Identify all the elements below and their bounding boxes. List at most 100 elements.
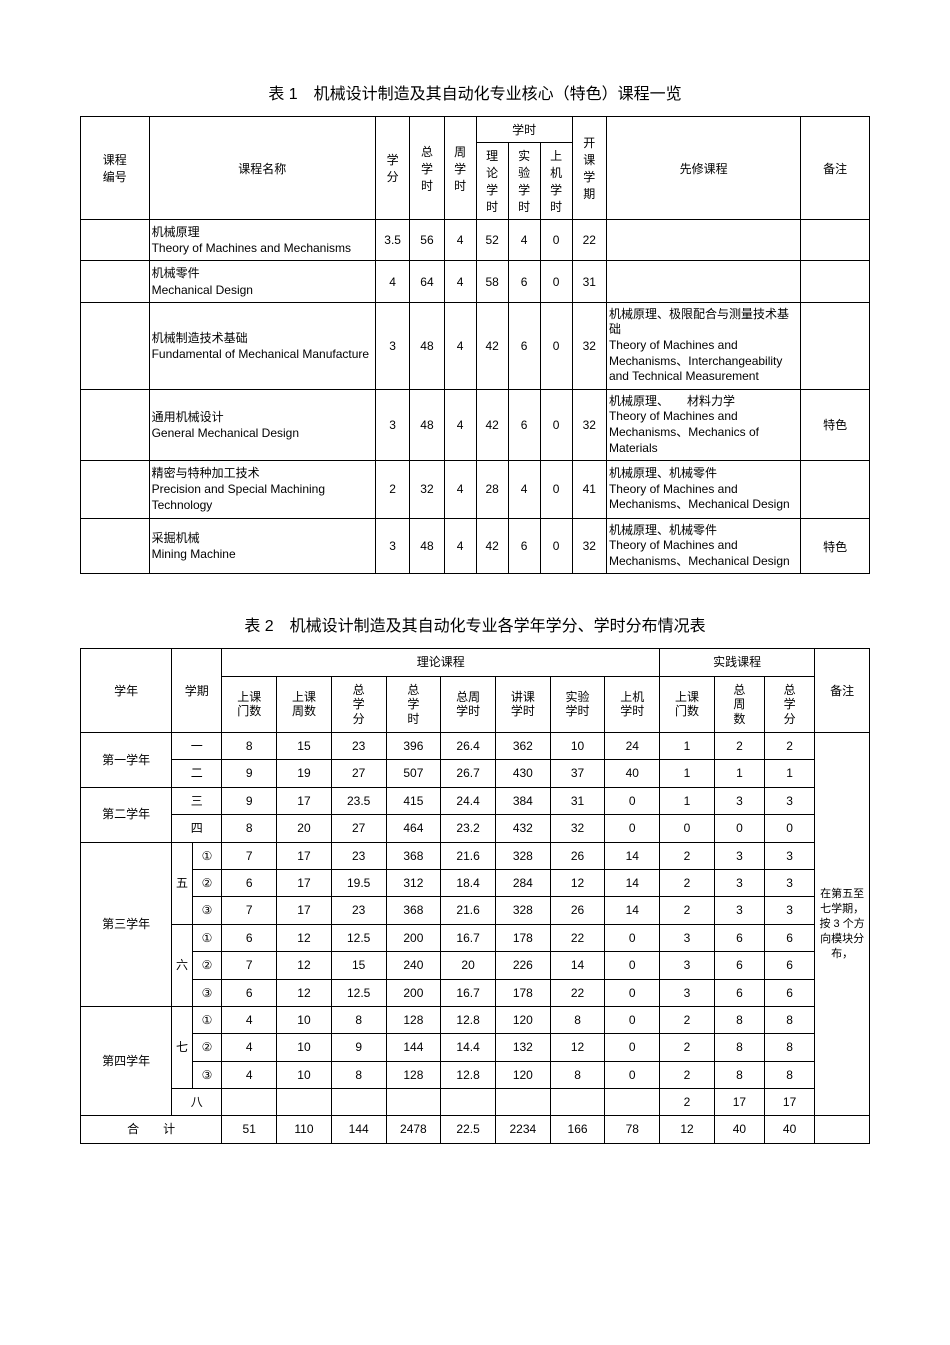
cell	[801, 461, 870, 519]
cell	[801, 302, 870, 389]
cell: 0	[540, 220, 572, 261]
cell: 7	[222, 897, 277, 924]
cell	[386, 1089, 441, 1116]
cell: 0	[540, 389, 572, 460]
cell: 8	[331, 1006, 386, 1033]
cell: 396	[386, 733, 441, 760]
cell: 特色	[801, 518, 870, 574]
cell: 12	[550, 869, 605, 896]
cell: 12	[277, 979, 332, 1006]
cell: 8	[550, 1061, 605, 1088]
cell: 机械制造技术基础Fundamental of Mechanical Manufa…	[149, 302, 375, 389]
subterm-cell: ③	[192, 1061, 222, 1088]
table2: 学年 学期 理论课程 实践课程 备注 上课门数上课周数总学分总学时总周学时讲课学…	[80, 648, 870, 1143]
cell: 8	[714, 1034, 764, 1061]
cell: 284	[495, 869, 550, 896]
cell: 2	[714, 733, 764, 760]
cell: 12.8	[441, 1006, 496, 1033]
subterm-cell: ①	[192, 924, 222, 951]
cell: 2	[660, 869, 715, 896]
cell: 31	[550, 787, 605, 814]
cell: 200	[386, 924, 441, 951]
cell	[331, 1089, 386, 1116]
cell: 8	[765, 1006, 815, 1033]
cell: 8	[765, 1061, 815, 1088]
cell: 128	[386, 1006, 441, 1033]
subhead-cell: 总学分	[765, 676, 815, 732]
cell: 0	[605, 1034, 660, 1061]
col-practice-group: 实践课程	[660, 649, 815, 676]
cell	[441, 1089, 496, 1116]
cell: 23.2	[441, 815, 496, 842]
cell: 51	[222, 1116, 277, 1143]
cell	[222, 1089, 277, 1116]
table1-title: 表 1 机械设计制造及其自动化专业核心（特色）课程一览	[80, 80, 870, 104]
cell: 6	[508, 261, 540, 302]
cell: 3	[376, 518, 410, 574]
year-cell: 第二学年	[81, 787, 172, 842]
cell: 12.5	[331, 979, 386, 1006]
col-credit: 学分	[376, 117, 410, 220]
term-cell: 三	[172, 787, 222, 814]
term-cell: 二	[172, 760, 222, 787]
cell: 1	[660, 760, 715, 787]
cell: 2	[376, 461, 410, 519]
cell: 58	[476, 261, 508, 302]
cell: 通用机械设计General Mechanical Design	[149, 389, 375, 460]
cell: 6	[765, 979, 815, 1006]
col-year: 学年	[81, 649, 172, 733]
term-cell: 一	[172, 733, 222, 760]
cell: 328	[495, 897, 550, 924]
cell	[81, 461, 150, 519]
cell: 22	[572, 220, 606, 261]
subhead-cell: 上课周数	[277, 676, 332, 732]
remark-cell: 在第五至七学期，按 3 个方向模块分布，	[815, 733, 870, 1116]
table-row: 采掘机械Mining Machine3484426032机械原理、机械零件The…	[81, 518, 870, 574]
subhead-cell: 总周学时	[441, 676, 496, 732]
cell: 精密与特种加工技术Precision and Special Machining…	[149, 461, 375, 519]
cell: 17	[277, 787, 332, 814]
cell: 0	[765, 815, 815, 842]
cell: 4	[444, 389, 476, 460]
cell: 240	[386, 952, 441, 979]
cell: 8	[550, 1006, 605, 1033]
cell: 166	[550, 1116, 605, 1143]
cell	[606, 261, 800, 302]
cell: 32	[572, 389, 606, 460]
cell: 3	[765, 897, 815, 924]
cell: 12	[660, 1116, 715, 1143]
cell: 12	[277, 952, 332, 979]
cell: 14	[605, 869, 660, 896]
cell: 1	[660, 787, 715, 814]
cell: 16.7	[441, 924, 496, 951]
cell: 15	[277, 733, 332, 760]
cell: 机械原理Theory of Machines and Mechanisms	[149, 220, 375, 261]
col-term: 开课学期	[572, 117, 606, 220]
cell: 14	[605, 842, 660, 869]
cell: 特色	[801, 389, 870, 460]
cell: 8	[714, 1061, 764, 1088]
cell: 3	[376, 389, 410, 460]
cell: 6	[508, 518, 540, 574]
cell: 32	[572, 518, 606, 574]
cell: 采掘机械Mining Machine	[149, 518, 375, 574]
cell: 464	[386, 815, 441, 842]
cell: 14.4	[441, 1034, 496, 1061]
cell: 27	[331, 760, 386, 787]
cell: 128	[386, 1061, 441, 1088]
table-row: 精密与特种加工技术Precision and Special Machining…	[81, 461, 870, 519]
subhead-cell: 总学时	[386, 676, 441, 732]
cell: 10	[277, 1006, 332, 1033]
cell: 4	[444, 461, 476, 519]
cell: 48	[410, 389, 444, 460]
cell: 27	[331, 815, 386, 842]
cell: 42	[476, 389, 508, 460]
table-row: 通用机械设计General Mechanical Design348442603…	[81, 389, 870, 460]
cell: 0	[605, 1061, 660, 1088]
cell: 12	[550, 1034, 605, 1061]
table1: 课程编号 课程名称 学分 总学时 周学时 学时 开课学期 先修课程 备注 理论学…	[80, 116, 870, 574]
table2-head: 学年 学期 理论课程 实践课程 备注 上课门数上课周数总学分总学时总周学时讲课学…	[81, 649, 870, 733]
cell: 2234	[495, 1116, 550, 1143]
cell: 41	[572, 461, 606, 519]
cell: 4	[508, 220, 540, 261]
